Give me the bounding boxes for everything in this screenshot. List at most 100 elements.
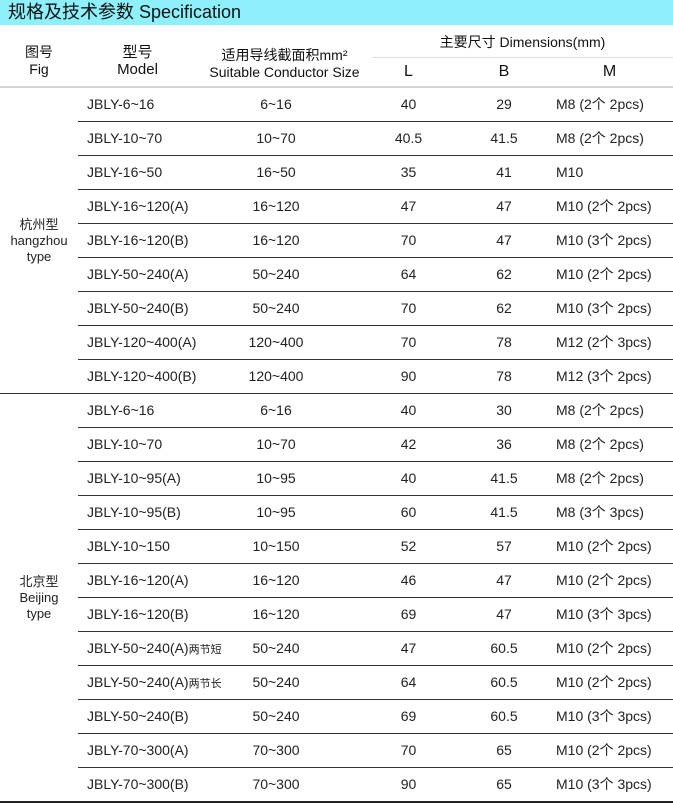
l-cell: 64: [400, 674, 417, 690]
l-cell: 70: [400, 300, 417, 316]
header-model-en: Model: [117, 61, 158, 78]
size-cell: 16~120: [252, 232, 300, 248]
header-dimensions: 主要尺寸 Dimensions(mm): [439, 34, 606, 50]
size-cell: 10~150: [252, 538, 300, 554]
model-cell: JBLY-10~70: [87, 428, 162, 461]
l-cell: 90: [400, 368, 417, 384]
l-cell: 47: [400, 198, 417, 214]
l-cell: 40: [400, 402, 417, 418]
size-cell: 16~120: [252, 606, 300, 622]
model-name: JBLY-50~240(B): [87, 300, 189, 316]
divider: [372, 57, 673, 58]
model-cell: JBLY-16~120(A): [87, 564, 189, 597]
l-cell: 60: [400, 504, 417, 520]
header-size: 适用导线截面积mm² Suitable Conductor Size: [197, 47, 372, 81]
table-row: JBLY-50~240(B) 50~240 70 62 M10 (3个 2pcs): [78, 292, 673, 326]
size-cell: 50~240: [252, 674, 300, 690]
header-fig-en: Fig: [29, 61, 49, 77]
table-row: JBLY-16~120(B) 16~120 69 47 M10 (3个 3pcs): [78, 598, 673, 632]
model-cell: JBLY-6~16: [87, 394, 154, 427]
model-name: JBLY-10~70: [87, 130, 163, 146]
l-cell: 70: [400, 334, 417, 350]
m-cell: M12 (2个 3pcs): [556, 334, 652, 350]
table-row: JBLY-120~400(B) 120~400 90 78 M12 (3个 2pcs): [78, 360, 673, 394]
table-row: JBLY-120~400(A) 120~400 70 78 M12 (2个 3pcs): [78, 326, 673, 360]
l-cell: 90: [400, 776, 417, 792]
b-cell: 29: [496, 96, 512, 112]
l-cell: 47: [400, 640, 417, 656]
header-M: M: [602, 63, 617, 80]
header-size-cn: 适用导线截面积mm²: [221, 47, 348, 63]
header-L: L: [404, 63, 413, 80]
model-cell: JBLY-10~70: [87, 122, 162, 155]
model-name: JBLY-10~95(B): [87, 504, 181, 520]
model-cell: JBLY-6~16: [87, 88, 154, 121]
m-cell: M10 (3个 3pcs): [556, 776, 652, 792]
model-name: JBLY-16~50: [87, 164, 163, 180]
size-cell: 6~16: [260, 96, 292, 112]
l-cell: 46: [400, 572, 417, 588]
b-cell: 47: [496, 606, 512, 622]
l-cell: 69: [400, 606, 417, 622]
l-cell: 35: [400, 164, 417, 180]
model-name: JBLY-16~120(A): [87, 572, 189, 588]
l-cell: 40: [400, 470, 417, 486]
table-row: JBLY-50~240(A)两节短 50~240 47 60.5 M10 (2个 2pc…: [78, 632, 673, 666]
table-row: JBLY-10~95(B) 10~95 60 41.5 M8 (3个 3pcs): [78, 496, 673, 530]
model-suffix: 两节长: [188, 678, 222, 690]
model-cell: JBLY-50~240(B): [87, 292, 189, 325]
b-cell: 41: [496, 164, 512, 180]
m-cell: M10 (2个 2pcs): [556, 538, 652, 554]
size-cell: 50~240: [252, 640, 300, 656]
model-name: JBLY-50~240(A): [87, 266, 189, 282]
b-cell: 41.5: [490, 504, 518, 520]
model-name: JBLY-10~95(A): [87, 470, 181, 486]
b-cell: 41.5: [490, 470, 518, 486]
m-cell: M8 (2个 2pcs): [556, 436, 644, 452]
m-cell: M12 (3个 2pcs): [556, 368, 652, 384]
model-cell: JBLY-70~300(B): [87, 768, 189, 801]
size-cell: 120~400: [248, 334, 304, 350]
m-cell: M8 (2个 2pcs): [556, 96, 644, 112]
model-name: JBLY-50~240(B): [87, 708, 189, 724]
l-cell: 40: [400, 96, 417, 112]
b-cell: 47: [496, 198, 512, 214]
b-cell: 65: [496, 742, 512, 758]
m-cell: M10 (2个 2pcs): [556, 198, 652, 214]
model-cell: JBLY-70~300(A): [87, 734, 189, 767]
table-row: JBLY-16~120(B) 16~120 70 47 M10 (3个 2pcs): [78, 224, 673, 258]
table-row: JBLY-10~95(A) 10~95 40 41.5 M8 (2个 2pcs): [78, 462, 673, 496]
m-cell: M10 (3个 2pcs): [556, 300, 652, 316]
b-cell: 57: [496, 538, 512, 554]
table-row: JBLY-70~300(A) 70~300 70 65 M10 (2个 2pcs): [78, 734, 673, 768]
table-row: JBLY-50~240(B) 50~240 69 60.5 M10 (3个 3pcs): [78, 700, 673, 734]
size-cell: 70~300: [252, 776, 300, 792]
model-name: JBLY-6~16: [87, 402, 155, 418]
header-model: 型号 Model: [78, 44, 197, 78]
section-title: 规格及技术参数 Specification: [0, 0, 673, 25]
b-cell: 60.5: [490, 640, 518, 656]
model-cell: JBLY-50~240(A)两节长: [87, 666, 222, 699]
m-cell: M10 (2个 2pcs): [556, 572, 652, 588]
m-cell: M10: [556, 164, 584, 180]
table-row: JBLY-50~240(A) 50~240 64 62 M10 (2个 2pcs): [78, 258, 673, 292]
table-row: JBLY-10~150 10~150 52 57 M10 (2个 2pcs): [78, 530, 673, 564]
m-cell: M8 (2个 2pcs): [556, 470, 644, 486]
group-label-en: hangzhou type: [10, 233, 68, 264]
model-name: JBLY-10~70: [87, 436, 163, 452]
b-cell: 41.5: [490, 130, 518, 146]
l-cell: 42: [400, 436, 417, 452]
table-bottom-border: [0, 801, 673, 803]
size-cell: 16~50: [256, 164, 296, 180]
model-name: JBLY-50~240(A): [87, 640, 189, 656]
header-fig-cn: 图号: [25, 44, 53, 60]
size-cell: 16~120: [252, 198, 300, 214]
model-name: JBLY-16~120(B): [87, 606, 189, 622]
model-cell: JBLY-10~95(B): [87, 496, 181, 529]
m-cell: M10 (2个 2pcs): [556, 742, 652, 758]
model-cell: JBLY-16~120(B): [87, 224, 189, 257]
table-row: JBLY-6~16 6~16 40 30 M8 (2个 2pcs): [78, 394, 673, 428]
m-cell: M10 (3个 2pcs): [556, 232, 652, 248]
m-cell: M8 (2个 2pcs): [556, 402, 644, 418]
